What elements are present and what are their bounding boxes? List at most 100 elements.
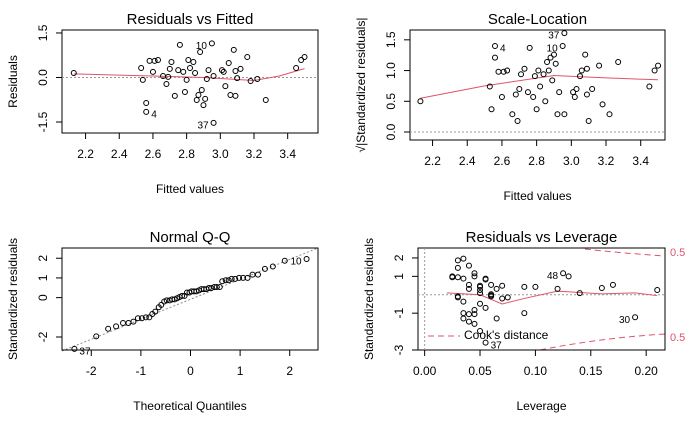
point <box>202 95 209 102</box>
point <box>244 274 251 281</box>
point <box>477 286 484 293</box>
point <box>163 81 170 88</box>
point-label: 37 <box>548 31 560 42</box>
point <box>504 67 511 74</box>
point <box>599 101 606 108</box>
point <box>208 284 215 291</box>
point <box>521 310 528 317</box>
point <box>500 68 507 75</box>
point <box>454 274 461 281</box>
point <box>532 283 539 290</box>
point <box>526 44 533 51</box>
point <box>142 314 149 321</box>
point <box>269 263 276 270</box>
point <box>655 62 662 69</box>
point <box>417 98 424 105</box>
point <box>554 285 561 292</box>
plot-frame <box>417 247 666 351</box>
point <box>193 97 200 104</box>
point <box>460 255 467 262</box>
cook-contour <box>584 248 666 257</box>
point <box>477 328 484 335</box>
y-tick-label: 1.5 <box>384 31 398 48</box>
point <box>549 77 556 84</box>
point <box>471 270 478 277</box>
smooth-line <box>446 290 658 305</box>
x-tick-label: 2.8 <box>528 154 545 168</box>
point <box>576 290 583 297</box>
x-tick-label: 2.8 <box>178 147 195 161</box>
point <box>493 285 500 292</box>
point <box>571 93 578 100</box>
point <box>232 92 239 99</box>
point <box>165 73 172 80</box>
point <box>471 320 478 327</box>
point <box>138 64 145 71</box>
point <box>185 56 192 63</box>
x-tick-label: 3.0 <box>212 147 229 161</box>
point <box>615 58 622 65</box>
point <box>488 106 495 113</box>
x-tick-label: 3.4 <box>279 147 296 161</box>
point <box>166 65 173 72</box>
point <box>499 282 506 289</box>
point <box>205 284 212 291</box>
y-tick-label: 0 <box>36 294 50 301</box>
x-tick-label: 0.20 <box>634 364 658 378</box>
point <box>577 73 583 80</box>
point <box>303 256 310 263</box>
point <box>585 117 592 124</box>
point <box>589 85 596 92</box>
point <box>561 111 568 118</box>
point <box>225 277 232 284</box>
point <box>654 286 661 293</box>
point <box>486 83 493 90</box>
y-tick-label: -1.5 <box>36 111 50 132</box>
point <box>254 271 261 278</box>
point <box>225 59 232 66</box>
point <box>93 333 100 340</box>
point <box>146 314 153 321</box>
x-tick-label: 1 <box>237 364 244 378</box>
point <box>516 85 523 92</box>
point <box>230 46 237 53</box>
point <box>530 93 537 100</box>
x-tick-label: 2.2 <box>424 154 441 168</box>
smooth-line <box>420 74 659 99</box>
point <box>216 283 223 290</box>
point <box>228 275 235 282</box>
point <box>465 318 472 325</box>
x-axis-label: Fitted values <box>503 189 571 203</box>
point <box>556 89 563 96</box>
point <box>151 57 158 64</box>
point <box>537 83 544 90</box>
point <box>219 278 226 285</box>
point <box>578 67 585 74</box>
point <box>198 86 205 93</box>
chart-title: Scale-Location <box>488 11 587 28</box>
point <box>646 83 653 90</box>
x-tick-label: 2.6 <box>494 154 511 168</box>
point <box>449 273 456 280</box>
point <box>227 92 234 99</box>
point-label: 10 <box>290 257 302 268</box>
point <box>158 301 165 308</box>
point <box>163 297 170 304</box>
point <box>521 65 528 72</box>
x-tick-label: -1 <box>136 364 147 378</box>
point <box>560 270 567 277</box>
point <box>261 265 268 272</box>
point <box>139 76 146 83</box>
point <box>477 300 484 307</box>
point <box>197 48 204 55</box>
point <box>460 310 467 317</box>
point <box>460 315 467 322</box>
x-tick-label: 3.4 <box>632 154 649 168</box>
point <box>244 54 251 61</box>
point <box>208 40 215 47</box>
point <box>533 106 540 113</box>
point <box>632 314 639 321</box>
point <box>465 311 472 318</box>
point-label: 4 <box>500 44 506 55</box>
point <box>179 292 186 299</box>
